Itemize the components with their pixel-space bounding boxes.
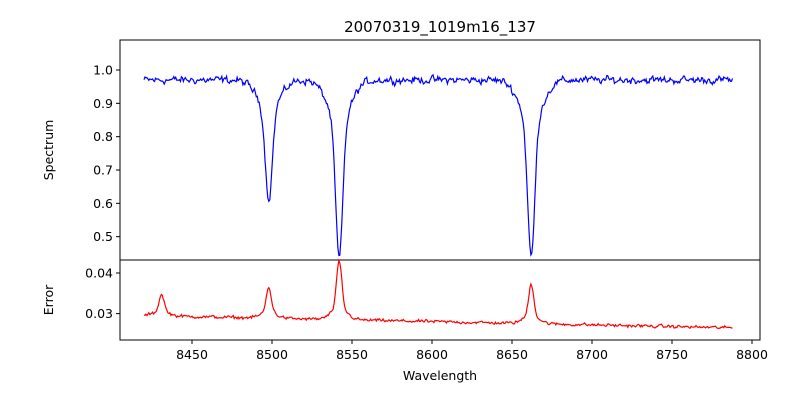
x-tick-label: 8700 xyxy=(576,347,608,362)
x-tick-label: 8500 xyxy=(256,347,288,362)
error-series-line xyxy=(143,258,733,330)
spectrum-y-tick-label: 0.5 xyxy=(93,229,113,244)
spectrum-axes-frame xyxy=(119,39,761,261)
error-y-tick-label: 0.04 xyxy=(85,265,113,280)
error-y-ticks: 0.03 0.04 xyxy=(85,265,120,321)
spectrum-panel: 0.5 0.6 0.7 0.8 0.9 1.0 Spectrum xyxy=(41,39,761,261)
error-y-axis-label: Error xyxy=(41,284,56,315)
spectrum-y-tick-label: 0.6 xyxy=(93,196,113,211)
error-axes-frame xyxy=(119,259,761,341)
x-tick-label: 8600 xyxy=(416,347,448,362)
x-tick-label: 8800 xyxy=(736,347,768,362)
error-y-tick-label: 0.03 xyxy=(85,306,113,321)
error-panel: 0.03 0.04 8450 8500 8550 8600 8650 8700 8750 880… xyxy=(41,258,768,383)
spectrum-y-tick-label: 0.9 xyxy=(93,96,113,111)
x-ticks: 8450 8500 8550 8600 8650 8700 8750 8800 xyxy=(176,340,768,362)
spectrum-y-tick-label: 0.7 xyxy=(93,163,113,178)
x-tick-label: 8550 xyxy=(336,347,368,362)
x-tick-label: 8750 xyxy=(656,347,688,362)
x-tick-label: 8650 xyxy=(496,347,528,362)
spectrum-y-tick-label: 0.8 xyxy=(93,129,113,144)
x-tick-label: 8450 xyxy=(176,347,208,362)
spectrum-y-ticks: 0.5 0.6 0.7 0.8 0.9 1.0 xyxy=(93,63,120,244)
spectrum-series-line xyxy=(143,73,734,257)
chart-title: 20070319_1019m16_137 xyxy=(344,18,536,37)
spectrum-y-axis-label: Spectrum xyxy=(41,120,56,181)
spectrum-y-tick-label: 1.0 xyxy=(93,63,113,78)
x-axis-label: Wavelength xyxy=(403,368,477,383)
